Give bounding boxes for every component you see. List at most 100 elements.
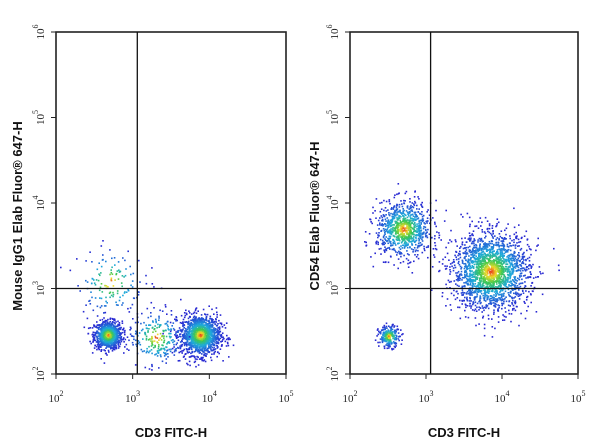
event-point <box>498 267 500 270</box>
event-point <box>227 337 229 340</box>
event-point <box>419 219 421 222</box>
event-point <box>394 210 396 213</box>
event-point <box>487 258 490 260</box>
event-point <box>508 294 510 296</box>
event-point <box>200 331 202 334</box>
event-point <box>113 348 116 351</box>
event-point <box>472 267 475 269</box>
event-point <box>475 225 478 227</box>
event-point <box>389 326 391 328</box>
event-point <box>492 271 495 273</box>
event-point <box>157 352 160 354</box>
event-point <box>390 219 393 221</box>
event-point <box>450 292 453 295</box>
event-point <box>210 337 212 340</box>
event-point <box>145 282 148 285</box>
event-point <box>493 304 495 307</box>
event-point <box>213 353 215 355</box>
event-point <box>508 262 511 264</box>
event-point <box>491 227 494 229</box>
event-point <box>196 347 199 349</box>
event-point <box>185 321 187 323</box>
event-point <box>471 264 474 267</box>
event-point <box>222 336 224 338</box>
event-point <box>401 205 404 208</box>
event-point <box>193 318 196 320</box>
event-point <box>217 323 219 325</box>
event-point <box>496 283 498 285</box>
event-point <box>200 349 202 351</box>
event-point <box>418 224 421 226</box>
event-point <box>491 279 494 282</box>
event-point <box>512 284 515 286</box>
event-point <box>157 323 159 326</box>
event-point <box>153 328 155 331</box>
event-point <box>193 339 195 342</box>
event-point <box>212 339 214 341</box>
event-point <box>483 284 485 287</box>
event-point <box>404 235 406 238</box>
event-point <box>413 196 416 198</box>
event-point <box>97 328 100 331</box>
event-point <box>483 231 486 233</box>
event-point <box>226 334 228 337</box>
event-point <box>191 338 194 341</box>
event-point <box>219 330 222 333</box>
event-point <box>188 336 191 338</box>
event-point <box>497 278 499 280</box>
event-point <box>484 281 486 284</box>
event-point <box>385 336 388 339</box>
event-point <box>206 339 208 341</box>
event-point <box>505 265 507 268</box>
event-point <box>388 335 390 337</box>
event-point <box>150 312 152 314</box>
event-point <box>438 269 441 272</box>
event-point <box>496 274 498 276</box>
event-point <box>482 317 484 319</box>
event-point <box>406 253 409 255</box>
event-point <box>385 325 388 328</box>
event-point <box>516 277 519 280</box>
event-point <box>427 245 430 247</box>
event-point <box>186 345 188 347</box>
event-point <box>406 232 409 235</box>
event-point <box>381 239 384 242</box>
event-point <box>199 328 202 331</box>
event-point <box>164 323 167 325</box>
event-point <box>215 340 218 343</box>
event-point <box>397 338 400 340</box>
event-point <box>189 364 191 367</box>
event-point <box>129 307 132 309</box>
event-point <box>205 322 207 324</box>
event-point <box>377 341 379 344</box>
event-point <box>413 233 415 236</box>
event-point <box>196 331 198 333</box>
event-point <box>206 336 209 339</box>
event-point <box>386 332 389 334</box>
event-point <box>384 261 387 264</box>
event-point <box>209 343 211 345</box>
event-point <box>394 332 397 334</box>
event-point <box>417 242 420 245</box>
event-point <box>94 334 96 337</box>
event-point <box>176 342 178 344</box>
event-point <box>97 335 100 337</box>
event-point <box>415 225 418 228</box>
event-point <box>417 211 419 213</box>
event-point <box>418 244 421 247</box>
event-point <box>416 208 418 210</box>
event-point <box>519 276 521 278</box>
event-point <box>211 353 213 355</box>
event-point <box>177 329 179 332</box>
event-point <box>115 329 118 332</box>
event-point <box>409 237 412 240</box>
event-point <box>209 345 212 348</box>
event-point <box>115 328 118 330</box>
event-point <box>182 321 184 323</box>
event-point <box>210 348 212 350</box>
event-point <box>192 355 194 357</box>
event-point <box>156 351 159 353</box>
event-point <box>393 332 396 334</box>
event-point <box>513 285 516 287</box>
event-point <box>460 274 463 276</box>
